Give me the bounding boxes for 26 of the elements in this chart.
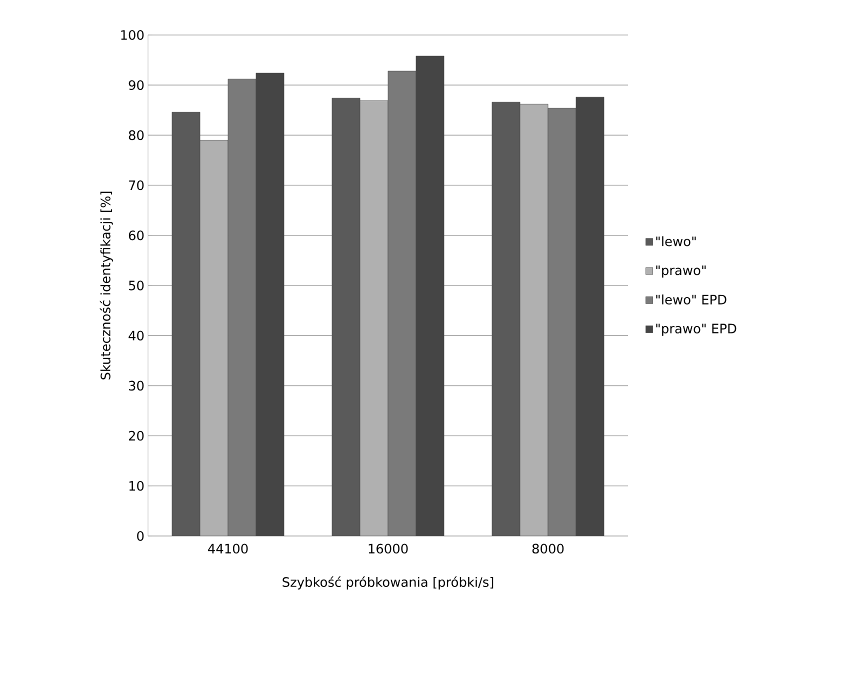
bar xyxy=(388,70,416,536)
y-tick-label: 20 xyxy=(128,430,144,441)
y-tick-label: 30 xyxy=(128,380,144,391)
bar xyxy=(172,112,200,536)
bar xyxy=(548,108,576,536)
y-tick-label: 80 xyxy=(128,130,144,140)
y-tick-label: 90 xyxy=(128,80,144,90)
legend-label: "prawo" EPD xyxy=(656,324,736,336)
y-tick-label: 10 xyxy=(129,480,144,491)
bar xyxy=(228,78,256,536)
y-tick-label: 0 xyxy=(137,531,144,541)
y-tick-label: 50 xyxy=(129,280,144,290)
legend-label: "lewo" xyxy=(656,236,696,246)
bar xyxy=(332,98,360,536)
legend-label: "prawo" xyxy=(656,266,706,278)
y-tick-label: 40 xyxy=(128,330,144,340)
y-tick-label: 100 xyxy=(121,30,144,40)
bar xyxy=(492,102,520,536)
x-tick-label: 16000 xyxy=(368,544,408,554)
y-tick-label: 60 xyxy=(128,230,144,240)
x-tick-label: 8000 xyxy=(532,544,564,554)
y-axis-title: Skuteczność identyfikacji [%] xyxy=(100,192,113,380)
x-axis-title: Szybkość próbkowania [próbki/s] xyxy=(282,576,494,590)
x-tick-label: 44100 xyxy=(208,544,248,554)
y-tick-label: 70 xyxy=(129,180,144,190)
legend-label: "lewo" EPD xyxy=(656,294,726,305)
